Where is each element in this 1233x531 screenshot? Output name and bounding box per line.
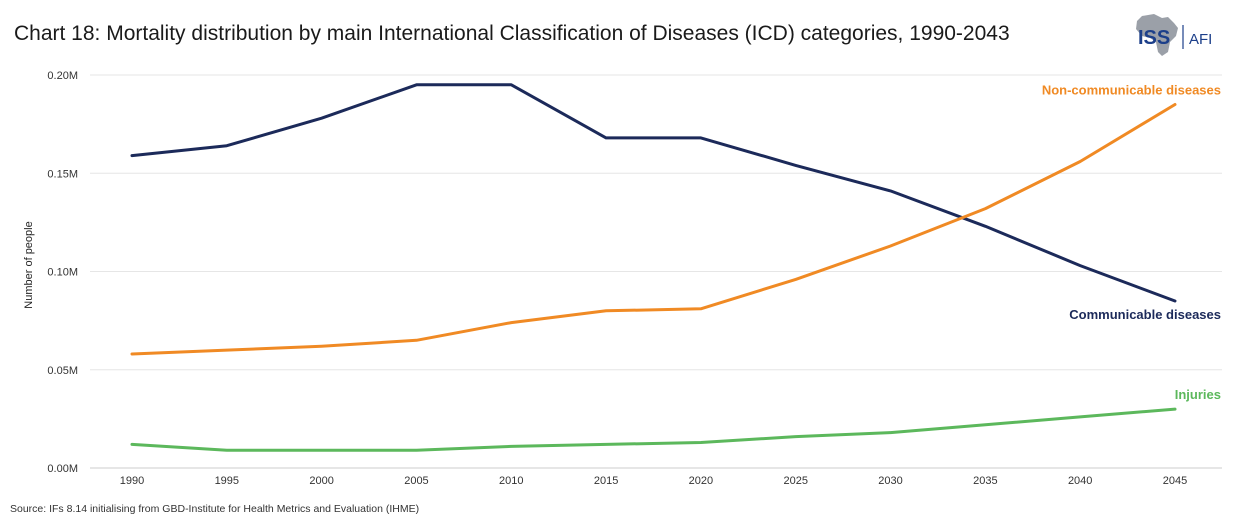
y-tick-label: 0.20M [47,70,78,82]
series-labels: Communicable diseases Non-communicable di… [1042,82,1221,402]
y-tick-label: 0.05M [47,365,78,377]
x-tick-label: 2000 [309,475,333,487]
series-label-injuries: Injuries [1175,387,1221,402]
gridlines [90,74,1222,469]
x-tick-label: 2030 [878,475,902,487]
series-lines [130,83,1177,452]
series-line-communicable [130,83,1177,303]
y-tick-label: 0.00M [47,463,78,475]
series-line-noncommunicable [130,103,1177,356]
x-tick-label: 2035 [973,475,997,487]
x-tick-label: 2005 [404,475,428,487]
y-axis-label: Number of people [23,221,35,308]
x-tick-label: 2045 [1163,475,1187,487]
series-label-noncommunicable: Non-communicable diseases [1042,82,1221,97]
logo-graphic: ISS AFI [1136,14,1212,56]
x-tick-label: 2040 [1068,475,1092,487]
y-tick-label: 0.10M [47,267,78,279]
x-tick-label: 2015 [594,475,618,487]
x-tick-label: 1990 [120,475,144,487]
x-tick-label: 2010 [499,475,523,487]
chart-title: Chart 18: Mortality distribution by main… [14,22,1010,45]
y-axis-ticks: 0.00M 0.05M 0.10M 0.15M 0.20M [47,70,78,475]
x-axis-ticks: 1990 1995 2000 2005 2010 2015 2020 2025 2030 2035… [120,475,1187,487]
africa-map-icon [1136,14,1178,56]
logo-secondary-text: AFI [1189,31,1212,48]
x-tick-label: 1995 [215,475,239,487]
source-note: Source: IFs 8.14 initialising from GBD-I… [10,503,420,515]
x-tick-label: 2025 [783,475,807,487]
series-line-injuries [130,407,1177,452]
y-tick-label: 0.15M [47,168,78,180]
iss-afi-logo: ISS AFI [1132,12,1228,58]
logo-primary-text: ISS [1138,27,1170,49]
series-label-communicable: Communicable diseases [1069,307,1221,322]
x-tick-label: 2020 [689,475,713,487]
